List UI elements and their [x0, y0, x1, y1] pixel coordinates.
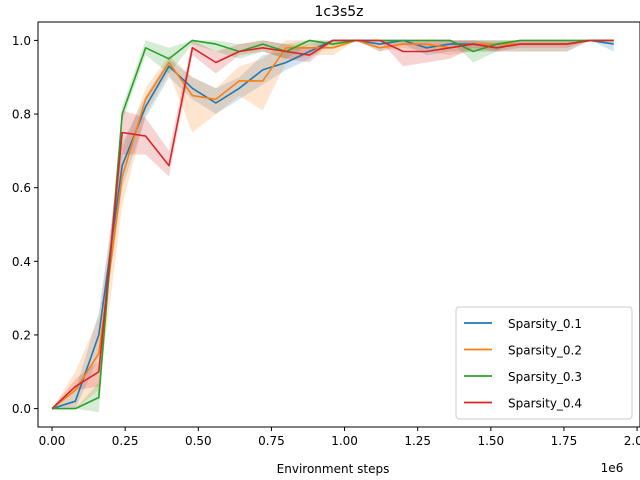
- y-tick-label: 0.8: [12, 108, 31, 122]
- x-tick-label: 0.00: [39, 434, 66, 448]
- x-tick-label: 1.50: [477, 434, 504, 448]
- y-tick-label: 0.0: [12, 402, 31, 416]
- legend-label: Sparsity_0.4: [508, 397, 582, 411]
- legend-label: Sparsity_0.3: [508, 370, 582, 384]
- x-axis-label: Environment steps: [277, 462, 390, 476]
- legend: Sparsity_0.1 Sparsity_0.2 Sparsity_0.3 Spar…: [455, 306, 633, 420]
- y-tick-label: 1.0: [12, 34, 31, 48]
- x-tick-label: 0.75: [258, 434, 285, 448]
- legend-label: Sparsity_0.2: [508, 344, 582, 358]
- y-tick-label: 0.6: [12, 181, 31, 195]
- x-tick-label: 2.00: [624, 434, 640, 448]
- x-tick-label: 0.50: [185, 434, 212, 448]
- x-tick-label: 1.75: [551, 434, 578, 448]
- y-tick-label: 0.4: [12, 255, 31, 269]
- plot-frame: [37, 21, 640, 428]
- x-axis-offset-label: 1e6: [601, 461, 624, 475]
- y-tick-label: 0.2: [12, 328, 31, 342]
- x-tick-label: 1.00: [331, 434, 358, 448]
- legend-box: [455, 306, 633, 420]
- x-tick-label: 1.25: [404, 434, 431, 448]
- y-axis: 0.0 0.2 0.4 0.6 0.8 1.0: [12, 34, 38, 416]
- legend-label: Sparsity_0.1: [508, 317, 582, 331]
- series-4-line: [51, 39, 614, 410]
- series-3-line: [52, 39, 614, 410]
- series-2-band: [52, 40, 614, 409]
- series-lines: [51, 39, 614, 410]
- x-tick-label: 0.25: [112, 434, 139, 448]
- chart-title: 1c3s5z: [314, 4, 363, 20]
- x-axis: 0.00 0.25 0.50 0.75 1.00 1.25 1.50 1.75 2.00: [39, 427, 640, 448]
- confidence-bands: [52, 40, 614, 413]
